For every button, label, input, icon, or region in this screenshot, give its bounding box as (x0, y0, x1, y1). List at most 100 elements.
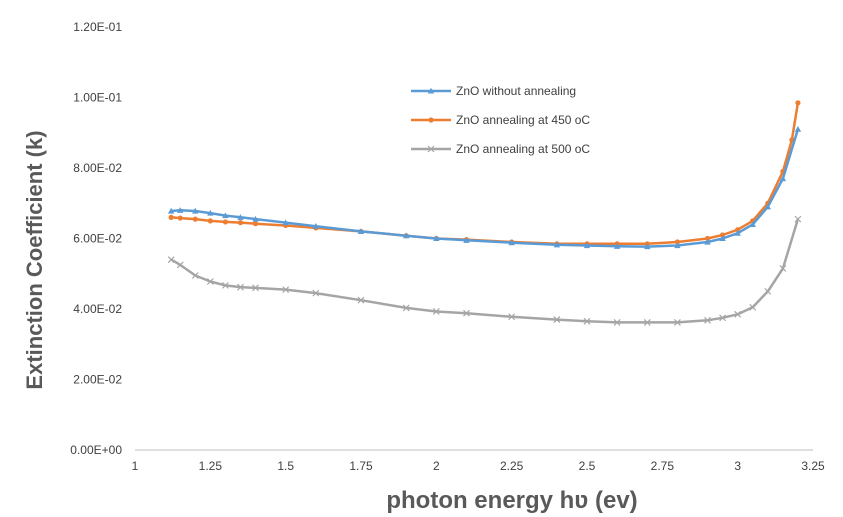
data-point (433, 235, 440, 242)
data-point (357, 228, 365, 235)
data-point (167, 207, 175, 214)
data-point (508, 313, 516, 321)
data-point (735, 227, 741, 233)
data-point (583, 317, 591, 325)
legend: ZnO without annealing ZnO annealing at 45… (411, 84, 590, 156)
data-point (553, 241, 561, 248)
data-point (207, 209, 214, 216)
data-point (282, 286, 290, 294)
data-point (403, 232, 410, 239)
data-point (583, 242, 591, 249)
series-1 (167, 126, 802, 250)
data-point (553, 316, 561, 323)
data-point (222, 212, 229, 219)
data-point (613, 318, 621, 326)
x-tick-label: 1.75 (349, 459, 373, 473)
plot-area (167, 100, 802, 326)
legend-label: ZnO annealing at 500 oC (456, 142, 590, 156)
data-point (167, 256, 175, 264)
data-point (613, 243, 621, 249)
data-point (222, 219, 228, 225)
data-point (191, 272, 199, 279)
data-point (749, 303, 757, 311)
data-point (779, 265, 787, 272)
y-tick-label: 1.20E-01 (73, 20, 122, 34)
data-point (402, 304, 410, 312)
y-tick-label: 8.00E-02 (73, 161, 122, 175)
data-point (643, 318, 651, 326)
y-axis-title: Extinction Coefficient (k) (22, 130, 47, 389)
data-point (794, 215, 802, 223)
data-point (282, 219, 289, 226)
x-tick-label: 3.25 (801, 459, 825, 473)
data-point (734, 230, 741, 236)
data-point (734, 310, 742, 318)
y-tick-label: 6.00E-02 (73, 232, 122, 246)
data-point (795, 100, 801, 106)
series-3 (167, 215, 802, 326)
data-point (192, 207, 199, 214)
data-point (779, 175, 787, 182)
legend-item: ZnO annealing at 450 oC (411, 113, 590, 127)
legend-item: ZnO without annealing (411, 84, 576, 98)
x-tick-label: 2 (433, 459, 440, 473)
y-tick-label: 4.00E-02 (73, 302, 122, 316)
legend-marker (427, 145, 435, 153)
series-line (171, 128, 800, 248)
data-point (192, 216, 198, 222)
legend-label: ZnO without annealing (456, 84, 576, 98)
x-tick-label: 2.5 (579, 459, 596, 473)
data-point (749, 221, 756, 227)
data-point (252, 215, 259, 222)
data-point (221, 281, 229, 289)
data-point (207, 218, 213, 224)
data-point (463, 309, 470, 317)
legend-label: ZnO annealing at 450 oC (456, 113, 590, 127)
legend-item: ZnO annealing at 500 oC (411, 142, 590, 156)
data-point (764, 203, 771, 210)
data-point (704, 238, 711, 245)
data-point (432, 308, 440, 315)
data-point (206, 278, 214, 285)
x-axis-title: photon energy hʋ (ev) (386, 487, 637, 514)
data-point (719, 235, 726, 242)
y-tick-label: 1.00E-01 (73, 91, 122, 105)
data-point (704, 235, 711, 242)
data-point (719, 314, 727, 322)
data-point (463, 237, 470, 243)
data-point (252, 221, 259, 227)
data-point (177, 207, 184, 213)
y-axis-tick-labels: 0.00E+00 2.00E-02 4.00E-02 6.00E-02 8.00E-02… (70, 20, 122, 457)
x-axis-tick-labels: 1 1.25 1.5 1.75 2 2.25 2.5 2.75 3 3.25 (132, 459, 825, 473)
data-point (312, 289, 320, 297)
data-point (357, 296, 365, 304)
data-point (673, 318, 681, 326)
data-point (252, 284, 259, 292)
x-tick-label: 1.5 (277, 459, 294, 473)
x-tick-label: 1 (132, 459, 139, 473)
legend-marker (427, 87, 435, 94)
y-tick-label: 0.00E+00 (70, 443, 122, 457)
data-point (237, 214, 244, 220)
data-point (508, 239, 515, 246)
data-point (794, 126, 802, 132)
x-tick-label: 2.25 (500, 459, 524, 473)
series-line (170, 218, 800, 324)
data-point (168, 214, 174, 220)
data-point (312, 222, 319, 229)
x-tick-label: 1.25 (199, 459, 223, 473)
x-tick-label: 3 (734, 459, 741, 473)
data-point (674, 242, 681, 249)
data-point (237, 283, 244, 291)
data-point (720, 232, 726, 238)
legend-marker (428, 117, 434, 123)
data-point (176, 261, 184, 269)
data-point (674, 239, 681, 245)
x-tick-label: 2.75 (651, 459, 675, 473)
data-point (644, 243, 651, 250)
data-point (764, 287, 772, 295)
data-point (237, 220, 244, 226)
y-tick-label: 2.00E-02 (73, 373, 122, 387)
